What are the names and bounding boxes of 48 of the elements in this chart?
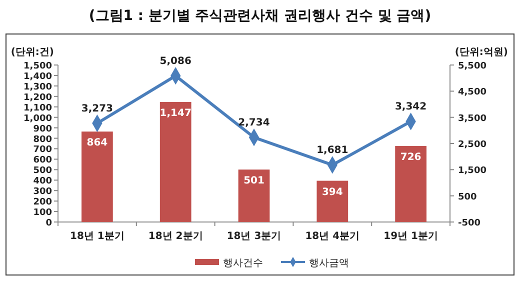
y-axis-title: (단위:건) <box>10 47 54 58</box>
y-tick-label: 1,000 <box>24 114 52 124</box>
bar <box>395 146 426 222</box>
data-label: 1,681 <box>316 144 348 156</box>
bar <box>160 102 192 222</box>
data-label: 1,147 <box>160 108 192 119</box>
y-tick-label: 1,500 <box>24 62 52 72</box>
y-tick-label: 700 <box>33 145 52 156</box>
y2-tick-label: 3,500 <box>458 114 486 124</box>
bar <box>82 132 113 222</box>
bar <box>238 170 270 222</box>
y-tick-label: 1,400 <box>24 72 52 82</box>
y-tick-label: 100 <box>33 208 52 218</box>
data-label: 3,273 <box>81 103 114 114</box>
legend-label: 행사건수 <box>223 258 263 269</box>
y-tick-label: 1,100 <box>24 103 52 114</box>
data-label: 5,086 <box>160 56 192 67</box>
y-tick-label: 400 <box>33 176 52 187</box>
y-tick-label: 200 <box>33 198 52 208</box>
x-tick-label: 18년 2분기 <box>148 231 203 242</box>
y-tick-label: 0 <box>46 218 52 228</box>
y2-tick-label: 500 <box>458 192 477 202</box>
data-label: 726 <box>400 152 422 164</box>
data-label: 2,734 <box>238 117 270 128</box>
y-tick-label: 1,200 <box>24 92 52 103</box>
bar <box>316 180 348 222</box>
y-tick-label: 800 <box>33 134 52 145</box>
y2-axis-title: (단위:억원) <box>454 47 508 58</box>
y2-tick-label: 1,500 <box>458 166 486 176</box>
y-tick-label: 900 <box>33 124 52 134</box>
data-label: 864 <box>86 138 108 149</box>
y2-tick-label: 2,500 <box>458 140 486 150</box>
y-tick-label: 600 <box>33 156 52 166</box>
x-tick-label: 18년 3분기 <box>226 231 282 242</box>
x-tick-label: 18년 4분기 <box>305 231 360 242</box>
y2-tick-label: -500 <box>458 218 481 228</box>
x-tick-label: 19년 1분기 <box>384 231 438 242</box>
x-tick-label: 18년 1분기 <box>70 231 124 242</box>
data-label: 394 <box>322 186 343 198</box>
y-tick-label: 1,300 <box>24 82 52 92</box>
y2-tick-label: 4,500 <box>458 88 486 98</box>
y2-tick-label: 5,500 <box>458 62 486 72</box>
chart-title: (그림1 : 분기별 주식관련사채 권리행사 건수 및 금액) <box>88 8 432 24</box>
y-tick-label: 500 <box>33 166 52 176</box>
data-label: 501 <box>244 176 264 187</box>
legend-label: 행사금액 <box>309 258 349 269</box>
data-label: 3,342 <box>394 101 427 112</box>
y-tick-label: 300 <box>33 187 52 198</box>
